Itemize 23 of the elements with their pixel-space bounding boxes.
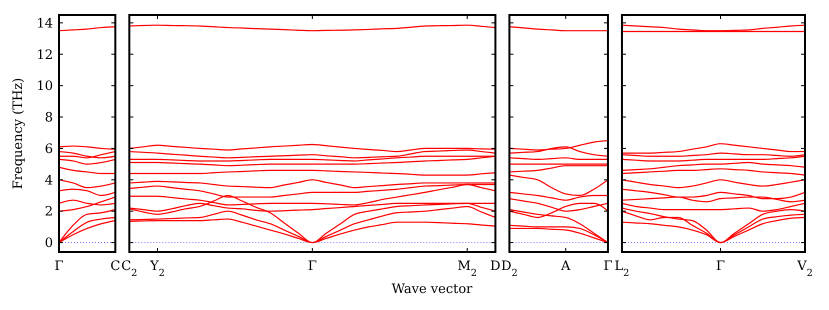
y-axis-title: Frequency (THz) bbox=[11, 78, 26, 190]
x-tick-label: Γ bbox=[716, 259, 726, 274]
y-tick-label: 12 bbox=[36, 48, 53, 63]
x-tick-label: Γ bbox=[54, 259, 64, 274]
x-axis-title: Wave vector bbox=[392, 282, 474, 297]
y-tick-label: 4 bbox=[44, 173, 53, 188]
x-tick-label: Γ bbox=[603, 259, 612, 274]
x-tick-label: D$_{2}$ bbox=[501, 259, 518, 278]
x-tick-label: V$_{2}$ bbox=[796, 259, 813, 278]
y-tick-label: 10 bbox=[36, 79, 53, 94]
x-tick-label: C bbox=[110, 259, 120, 274]
x-tick-label: L$_{2}$ bbox=[614, 259, 630, 278]
x-tick-label: M$_{2}$ bbox=[457, 259, 478, 278]
x-tick-label: D bbox=[490, 259, 501, 274]
x-tick-label: Γ bbox=[308, 259, 317, 274]
y-tick-label: 2 bbox=[44, 204, 53, 220]
x-tick-label: C$_{2}$ bbox=[121, 259, 138, 278]
x-tick-label: A bbox=[560, 259, 572, 274]
y-tick-label: 0 bbox=[44, 236, 53, 252]
x-tick-label: Y$_{2}$ bbox=[149, 259, 165, 278]
y-tick-label: 14 bbox=[36, 16, 53, 32]
y-tick-label: 8 bbox=[44, 110, 53, 126]
y-tick-label: 6 bbox=[44, 142, 53, 157]
